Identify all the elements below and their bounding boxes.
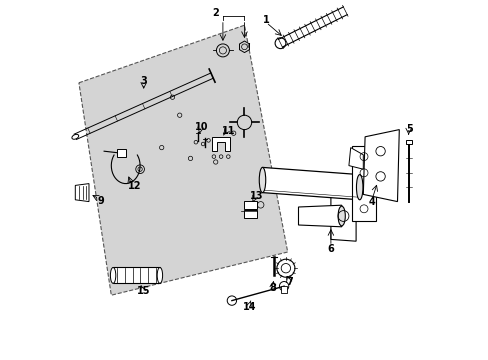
- FancyBboxPatch shape: [405, 140, 411, 144]
- Polygon shape: [298, 205, 341, 227]
- Text: 8: 8: [268, 283, 275, 293]
- Text: 14: 14: [243, 302, 256, 312]
- Polygon shape: [212, 137, 230, 151]
- Polygon shape: [113, 267, 160, 283]
- Text: 13: 13: [250, 191, 264, 201]
- Text: 2: 2: [212, 8, 219, 18]
- Text: 9: 9: [97, 195, 103, 206]
- Polygon shape: [79, 25, 287, 295]
- Text: 5: 5: [406, 124, 413, 134]
- Text: 12: 12: [128, 181, 141, 192]
- Polygon shape: [348, 148, 363, 169]
- Ellipse shape: [356, 175, 362, 200]
- Polygon shape: [262, 167, 359, 200]
- Text: 1: 1: [262, 15, 269, 25]
- Polygon shape: [363, 130, 399, 202]
- Ellipse shape: [337, 206, 345, 226]
- Ellipse shape: [110, 267, 116, 283]
- Text: 11: 11: [221, 126, 235, 136]
- Text: 4: 4: [368, 197, 375, 207]
- Polygon shape: [330, 191, 355, 241]
- Text: 10: 10: [194, 122, 207, 132]
- Text: 7: 7: [285, 276, 292, 287]
- FancyBboxPatch shape: [244, 210, 257, 218]
- Text: 15: 15: [137, 286, 150, 296]
- Text: 6: 6: [327, 244, 334, 254]
- Polygon shape: [352, 146, 375, 221]
- FancyBboxPatch shape: [244, 201, 257, 209]
- Polygon shape: [75, 184, 89, 202]
- FancyBboxPatch shape: [117, 149, 125, 157]
- FancyBboxPatch shape: [281, 286, 286, 293]
- Ellipse shape: [157, 267, 163, 283]
- Text: 3: 3: [140, 76, 147, 86]
- Ellipse shape: [259, 167, 265, 193]
